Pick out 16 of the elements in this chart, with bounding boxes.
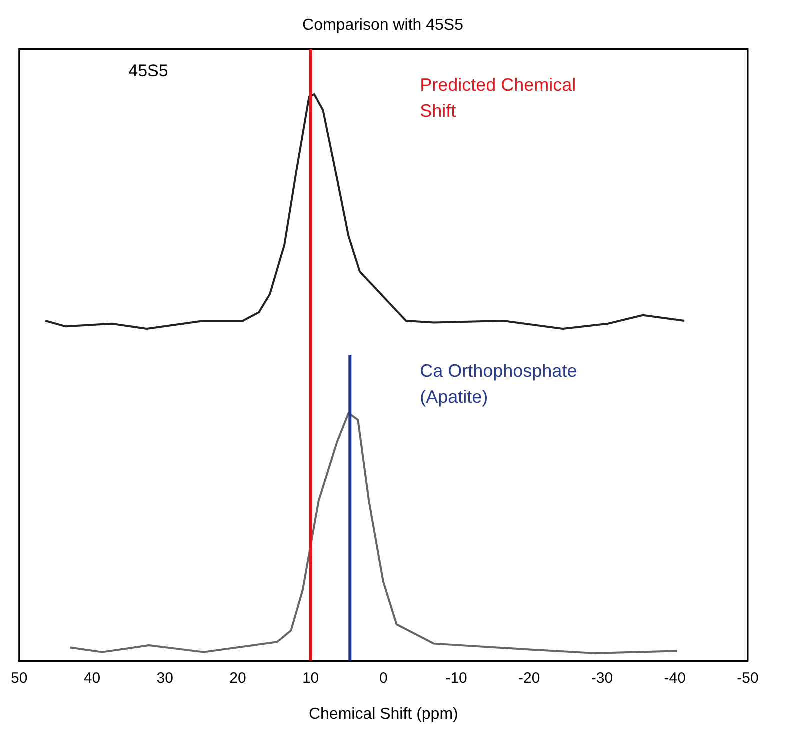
x-tick-label: -20 (518, 670, 540, 687)
x-axis-title: Chemical Shift (ppm) (308, 706, 458, 723)
x-tick-label: 50 (11, 670, 28, 687)
x-tick-label: 30 (156, 670, 174, 687)
x-tick-label: -30 (591, 670, 614, 687)
x-tick-label: 0 (380, 670, 388, 687)
x-tick-label: -40 (664, 670, 686, 687)
ref-line-label: Ca Orthophosphate (Apatite) (420, 360, 578, 407)
ref-line-label: Predicted Chemical Shift (420, 75, 576, 122)
chart-title: Comparison with 45S5 (302, 17, 464, 34)
text: 45S5 (128, 61, 168, 80)
x-tick-label: 40 (84, 670, 101, 687)
x-tick-label: -50 (737, 670, 759, 687)
x-tick-label: 20 (230, 670, 246, 687)
x-tick-label: -10 (446, 670, 468, 687)
x-tick-label: 10 (302, 670, 320, 687)
